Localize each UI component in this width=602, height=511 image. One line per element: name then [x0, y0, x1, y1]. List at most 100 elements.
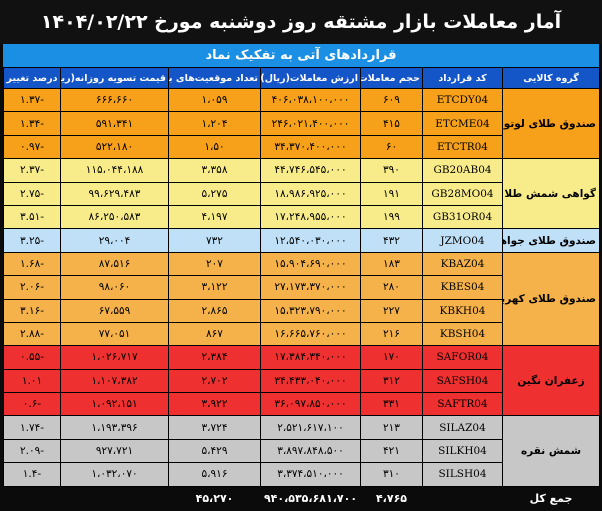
volume-cell: ۲۱۳ — [360, 415, 423, 440]
volume-cell: ۴۳۲ — [360, 228, 423, 253]
volume-cell: ۳۳۱ — [360, 392, 423, 417]
empty-cell — [60, 486, 169, 511]
contract-code-cell: KBAZ04 — [422, 251, 503, 277]
open-positions-cell: ۳،۷۲۴ — [168, 415, 261, 440]
open-positions-cell: ۱،۰۵۹ — [168, 87, 261, 113]
settlement-cell: ۲۹،۰۰۴ — [60, 228, 169, 253]
header-group: گروه کالایی — [502, 67, 600, 89]
value-cell: ۱۵،۹۰۴،۶۹۰،۰۰۰ — [260, 251, 361, 277]
change-cell: -۲.۷۵ — [3, 181, 61, 206]
total-open-positions: ۴۵،۲۷۰ — [168, 486, 261, 511]
value-cell: ۲۴۶،۰۲۱،۴۰۰،۰۰۰ — [260, 111, 361, 136]
contract-code-cell: JZMO04 — [422, 228, 503, 253]
table-row: GB31OR04 ۱۹۹ ۱۷،۲۴۸،۹۵۵،۰۰۰ ۴،۱۹۷ ۸۶،۲۵۰،۵۸۳… — [3, 204, 600, 230]
value-cell: ۴۰۶،۰۳۸،۱۰۰،۰۰۰ — [260, 87, 361, 113]
open-positions-cell: ۷۳۲ — [168, 228, 261, 253]
change-cell: ۱.۰۱ — [3, 368, 61, 394]
volume-cell: ۱۷۰ — [360, 345, 423, 370]
change-cell: -۱.۴ — [3, 462, 61, 487]
settlement-cell: ۸۷،۵۱۶ — [60, 251, 169, 277]
change-cell: -۳.۵۱ — [3, 204, 61, 230]
value-cell: ۳۶،۰۹۷،۸۵۰،۰۰۰ — [260, 392, 361, 417]
settlement-cell: ۶۶۶،۶۶۰ — [60, 87, 169, 113]
contract-code-cell: KBES04 — [422, 275, 503, 300]
volume-cell: ۲۸۰ — [360, 275, 423, 300]
table-body: صندوق طلای لوتوسETCDY04۶۰۹۴۰۶،۰۳۸،۱۰۰،۰۰… — [3, 87, 600, 511]
value-cell: ۳۴،۳۷۰،۴۰۰،۰۰۰ — [260, 134, 361, 160]
change-cell: -۱.۳۴ — [3, 111, 61, 136]
change-cell: -۱.۶۸ — [3, 251, 61, 277]
value-cell: ۲،۵۲۱،۶۱۷،۱۰۰ — [260, 415, 361, 440]
group-name-cell: صندوق طلای لوتوس — [502, 87, 600, 160]
group-name-cell: صندوق طلای کهربا — [502, 251, 600, 347]
change-cell: -۲.۰۹ — [3, 438, 61, 464]
table-row: صندوق طلای کهربا KBAZ04 ۱۸۳ ۱۵،۹۰۴،۶۹۰،۰۰۰ ۲… — [3, 251, 600, 347]
change-cell: -۱.۳۷ — [3, 87, 61, 113]
table-row: KBKH04 ۲۲۷ ۱۵،۳۲۳،۷۹۰،۰۰۰ ۲،۸۶۵ ۶۷،۵۵۹ -۳.۱۶ — [3, 298, 600, 323]
header-volume: حجم معاملات — [360, 67, 423, 89]
table-row: SILSH04 ۳۱۰ ۳،۳۷۴،۵۱۰،۰۰۰ ۵،۹۱۶ ۱،۰۳۲،۰۷۰ -۱.… — [3, 462, 600, 487]
table-row: GB28MO04 ۱۹۱ ۱۸،۹۸۶،۹۲۵،۰۰۰ ۵،۲۷۵ ۹۹،۶۲۹،۴۸۳… — [3, 181, 600, 206]
contract-code-cell: SILAZ04 — [422, 415, 503, 440]
open-positions-cell: ۵،۹۱۶ — [168, 462, 261, 487]
volume-cell: ۱۹۱ — [360, 181, 423, 206]
volume-cell: ۴۱۵ — [360, 111, 423, 136]
table-row: صندوق طلای جواهر JZMO04 ۴۳۲ ۱۲،۵۴۰،۰۳۰،۰۰۰ ۷… — [3, 228, 600, 253]
table-row: SAFSH04 ۳۱۲ ۳۴،۴۳۳،۰۴۰،۰۰۰ ۲،۷۰۲ ۱،۱۰۷،۳۸۲ ۱.… — [3, 368, 600, 394]
contract-code-cell: GB20AB04 — [422, 158, 503, 183]
value-cell: ۱۵،۳۲۳،۷۹۰،۰۰۰ — [260, 298, 361, 323]
settlement-cell: ۵۲۲،۱۸۰ — [60, 134, 169, 160]
volume-cell: ۱۹۹ — [360, 204, 423, 230]
total-row: جمع کل ۴،۷۶۵ ۹۴۰،۵۳۵،۶۸۱،۷۰۰ ۴۵،۲۷۰ — [3, 486, 600, 511]
volume-cell: ۴۲۱ — [360, 438, 423, 464]
settlement-cell: ۱،۰۳۲،۰۷۰ — [60, 462, 169, 487]
contract-code-cell: KBKH04 — [422, 298, 503, 323]
change-cell: -۰.۶ — [3, 392, 61, 417]
header-open-positions: تعداد موقعیت‌های باز — [168, 67, 261, 89]
value-cell: ۳،۸۹۷،۸۴۸،۵۰۰ — [260, 438, 361, 464]
open-positions-cell: ۴،۱۹۷ — [168, 204, 261, 230]
volume-cell: ۱۸۳ — [360, 251, 423, 277]
value-cell: ۳۴،۴۳۳،۰۴۰،۰۰۰ — [260, 368, 361, 394]
open-positions-cell: ۵،۴۲۹ — [168, 438, 261, 464]
total-volume: ۴،۷۶۵ — [360, 486, 423, 511]
value-cell: ۱۶،۶۶۵،۷۶۰،۰۰۰ — [260, 321, 361, 347]
group-name-cell: زعفران نگین — [502, 345, 600, 417]
table-row: SILKH04 ۴۲۱ ۳،۸۹۷،۸۴۸،۵۰۰ ۵،۴۲۹ ۹۲۷،۷۲۱ -۲.۰۹ — [3, 438, 600, 464]
total-value: ۹۴۰،۵۳۵،۶۸۱،۷۰۰ — [260, 486, 361, 511]
group-name-cell: صندوق طلای جواهر — [502, 228, 600, 253]
group-name-cell: شمش نقره — [502, 415, 600, 487]
contract-code-cell: GB28MO04 — [422, 181, 503, 206]
value-cell: ۱۸،۹۸۶،۹۲۵،۰۰۰ — [260, 181, 361, 206]
open-positions-cell: ۳،۹۲۲ — [168, 392, 261, 417]
contract-code-cell: GB31OR04 — [422, 204, 503, 230]
contract-code-cell: ETCTR04 — [422, 134, 503, 160]
value-cell: ۱۲،۵۴۰،۰۳۰،۰۰۰ — [260, 228, 361, 253]
table-row: KBSH04 ۲۱۶ ۱۶،۶۶۵،۷۶۰،۰۰۰ ۸۶۷ ۷۷،۰۵۱ -۲.۸۸ — [3, 321, 600, 347]
table-row: شمش نقره SILAZ04 ۲۱۳ ۲،۵۲۱،۶۱۷،۱۰۰ ۳،۷۲۴ ۱،۱۹… — [3, 415, 600, 487]
volume-cell: ۳۱۲ — [360, 368, 423, 394]
open-positions-cell: ۲،۳۸۴ — [168, 345, 261, 370]
change-cell: -۲.۳۷ — [3, 158, 61, 183]
settlement-cell: ۹۲۷،۷۲۱ — [60, 438, 169, 464]
page-title: آمار معاملات بازار مشتقه روز دوشنبه مورخ… — [0, 0, 602, 44]
volume-cell: ۶۰۹ — [360, 87, 423, 113]
contract-code-cell: SILSH04 — [422, 462, 503, 487]
settlement-cell: ۱،۱۹۳،۳۹۶ — [60, 415, 169, 440]
settlement-cell: ۸۶،۲۵۰،۵۸۳ — [60, 204, 169, 230]
contract-code-cell: KBSH04 — [422, 321, 503, 347]
volume-cell: ۳۱۰ — [360, 462, 423, 487]
open-positions-cell: ۲،۸۶۵ — [168, 298, 261, 323]
change-cell: -۰.۹۷ — [3, 134, 61, 160]
table-row: گواهی شمش طلا GB20AB04 ۳۹۰ ۴۴،۷۴۶،۵۴۵،۰۰۰ ۳،… — [3, 158, 600, 230]
value-cell: ۳،۳۷۴،۵۱۰،۰۰۰ — [260, 462, 361, 487]
settlement-cell: ۹۹،۶۲۹،۴۸۳ — [60, 181, 169, 206]
settlement-cell: ۷۷،۰۵۱ — [60, 321, 169, 347]
value-cell: ۱۷،۳۸۴،۳۴۰،۰۰۰ — [260, 345, 361, 370]
contract-code-cell: ETCME04 — [422, 111, 503, 136]
header-settlement: قیمت تسویه روزانه(ریال) — [60, 67, 169, 89]
table-row: KBES04 ۲۸۰ ۲۷،۱۷۳،۳۷۰،۰۰۰ ۳،۱۲۲ ۹۸،۰۶۰ -۲.۰۶ — [3, 275, 600, 300]
open-positions-cell: ۳،۱۲۲ — [168, 275, 261, 300]
volume-cell: ۲۱۶ — [360, 321, 423, 347]
